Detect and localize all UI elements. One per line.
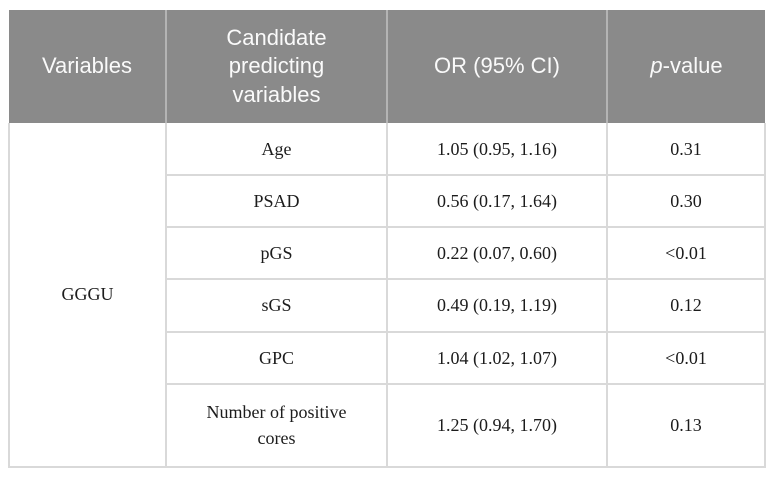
header-row: Variables Candidate predicting variables… [9, 10, 765, 123]
or-ci-cell: 1.25 (0.94, 1.70) [386, 382, 608, 469]
group-cell-gggu: GGGU [8, 123, 167, 468]
p-value-cell: <0.01 [606, 226, 766, 281]
predictor-cell: pGS [165, 226, 388, 281]
or-ci-cell: 1.05 (0.95, 1.16) [386, 123, 608, 177]
column-header-p-value: p-value [606, 10, 765, 123]
column-header-predictors: Candidate predicting variables [165, 10, 387, 123]
table-row: pGS 0.22 (0.07, 0.60) <0.01 [9, 226, 766, 281]
predictor-cell: sGS [165, 278, 388, 333]
table-row: GPC 1.04 (1.02, 1.07) <0.01 [9, 330, 766, 385]
predictor-cell: PSAD [165, 174, 388, 229]
p-value-cell: 0.13 [606, 382, 766, 469]
predictor-cell: Age [165, 123, 388, 177]
column-header-or-ci: OR (95% CI) [386, 10, 607, 123]
table-row: sGS 0.49 (0.19, 1.19) 0.12 [9, 278, 766, 333]
p-value-cell: 0.12 [606, 278, 766, 333]
column-header-variables: Variables [9, 10, 166, 123]
predictor-cell: GPC [165, 330, 388, 385]
or-ci-cell: 0.56 (0.17, 1.64) [386, 174, 608, 229]
or-ci-cell: 0.49 (0.19, 1.19) [386, 278, 608, 333]
p-value-italic-p: p [650, 53, 663, 79]
p-value-suffix: -value [662, 53, 723, 79]
or-ci-cell: 1.04 (1.02, 1.07) [386, 330, 608, 385]
table-row: PSAD 0.56 (0.17, 1.64) 0.30 [9, 174, 766, 229]
p-value-cell: 0.30 [606, 174, 766, 229]
p-value-cell: <0.01 [606, 330, 766, 385]
table-row: GGGU Age 1.05 (0.95, 1.16) 0.31 [8, 123, 766, 468]
or-ci-cell: 0.22 (0.07, 0.60) [386, 226, 608, 281]
predictor-cell: Number of positive cores [165, 382, 388, 469]
table-row: Number of positive cores 1.25 (0.94, 1.7… [9, 382, 766, 469]
results-table: Variables Candidate predicting variables… [8, 10, 766, 469]
p-value-cell: 0.31 [606, 123, 766, 177]
